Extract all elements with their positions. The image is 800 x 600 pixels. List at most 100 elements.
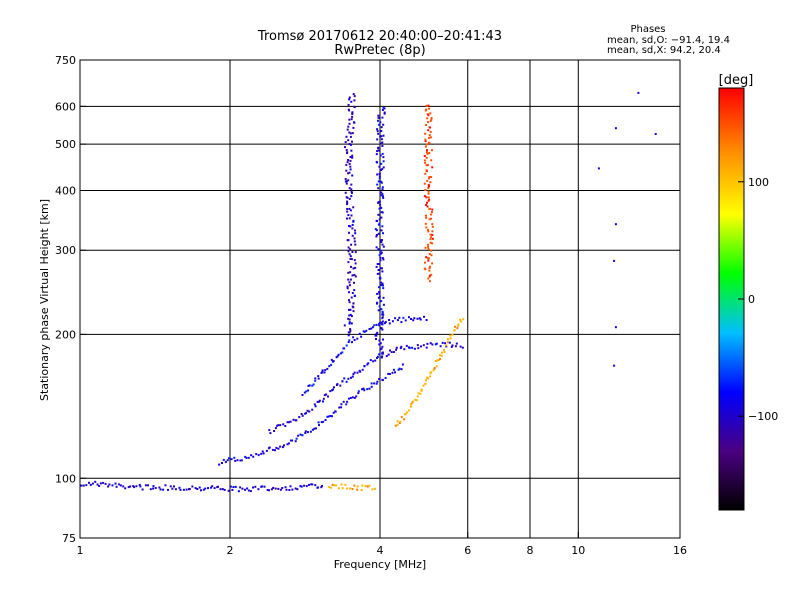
data-point [387,372,390,375]
data-point [353,240,356,243]
data-point [323,371,326,374]
data-point [380,194,383,197]
data-point [399,347,402,350]
data-point [379,259,382,262]
data-point [416,344,419,347]
data-point [379,206,382,209]
data-point [428,107,431,110]
data-point [381,313,384,316]
data-point [250,454,253,457]
data-point [377,116,380,119]
data-point [344,191,347,194]
data-point [349,397,352,399]
data-point [313,427,316,430]
stats-heading: Phases [630,24,665,35]
data-point [373,487,376,490]
data-point [350,258,353,261]
data-points [80,91,657,493]
data-point [350,376,352,379]
data-point [382,303,385,306]
data-point [347,103,350,106]
data-point [427,248,430,250]
data-point [340,483,343,486]
data-point [408,409,410,412]
data-point [348,187,351,190]
data-point [332,411,335,414]
data-point [347,179,350,182]
data-point [427,277,430,280]
data-point [348,308,350,311]
data-point [317,421,320,424]
data-point [119,484,122,487]
data-point [378,378,381,380]
data-point [439,354,441,357]
data-point [412,400,414,403]
data-point [427,129,430,132]
data-point [381,323,384,326]
data-point [341,380,344,383]
data-point [378,323,380,326]
data-point [356,485,359,488]
data-point [454,345,457,348]
data-point [368,387,371,390]
data-point [115,485,118,488]
data-point [305,485,308,488]
data-point [237,490,240,493]
data-point [424,132,427,135]
data-point [376,173,379,176]
data-point [426,152,429,155]
data-point [383,111,386,114]
data-point [337,487,340,490]
data-point [348,321,351,324]
data-point [154,487,157,489]
data-point [127,486,130,489]
data-point [382,197,385,199]
data-point [365,329,368,332]
data-point [345,135,348,138]
data-point [399,420,402,423]
data-point [349,313,352,316]
data-point [347,397,350,400]
data-point [425,214,427,217]
data-point [613,364,616,367]
data-point [321,371,324,374]
data-point [353,99,356,102]
data-point [375,246,378,249]
data-point [345,163,348,166]
data-point [147,484,149,487]
data-point [257,488,260,491]
data-point [375,265,378,268]
data-point [389,349,391,352]
data-point [394,424,397,427]
data-point [384,377,387,379]
data-point [430,371,433,374]
colorbar-tick-label: −100 [748,410,778,423]
data-point [375,333,378,336]
data-point [459,345,462,348]
data-point [376,128,379,131]
data-point [300,485,303,488]
data-point [239,459,242,462]
data-point [158,486,161,489]
data-point [349,132,352,135]
data-point [352,310,355,313]
data-point [311,408,314,411]
data-point [291,488,294,491]
data-point [305,412,308,415]
data-point [344,146,346,149]
data-point [379,348,382,351]
data-point [274,487,277,490]
data-point [352,336,355,339]
data-point [297,434,300,437]
data-point [185,488,188,491]
data-point [347,334,350,337]
data-point [419,318,422,321]
data-point [426,257,429,260]
data-point [460,320,462,323]
data-point [347,278,350,281]
chart-subtitle: RwPretec (8p) [334,43,425,58]
data-point [614,326,617,329]
data-point [380,251,383,254]
data-point [424,138,427,141]
data-point [378,305,381,308]
